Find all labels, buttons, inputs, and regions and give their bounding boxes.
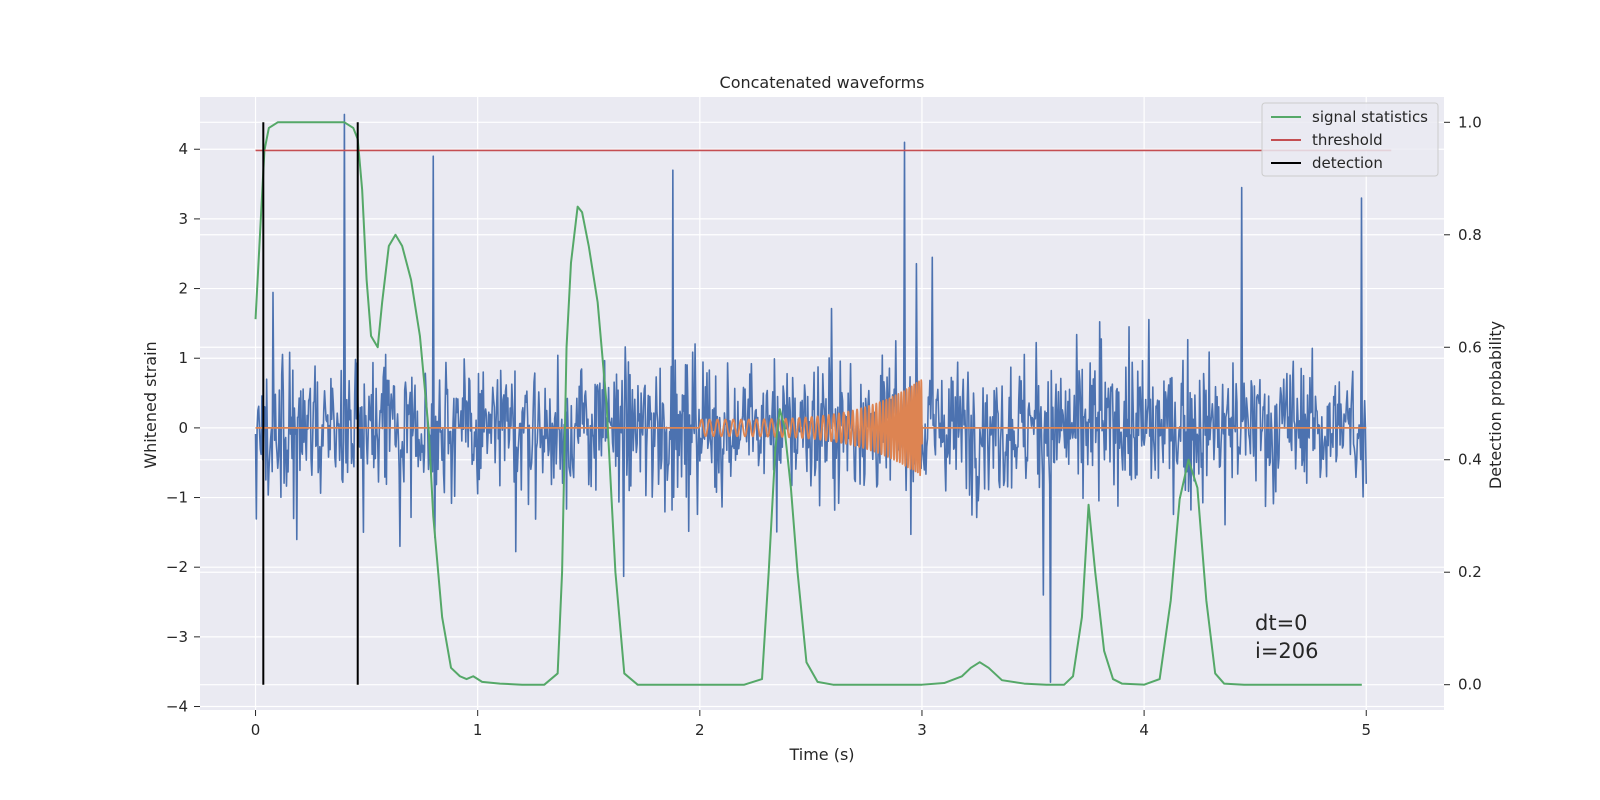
y-tick-label: 1: [178, 349, 188, 367]
x-tick-label: 2: [695, 721, 705, 739]
x-tick-label: 3: [917, 721, 927, 739]
y-right-tick-label: 1.0: [1458, 113, 1482, 131]
x-tick-label: 5: [1361, 721, 1371, 739]
y-tick-label: −3: [166, 628, 188, 646]
y-right-tick-label: 0.2: [1458, 563, 1482, 581]
legend-label-threshold: threshold: [1312, 131, 1383, 149]
y-tick-label: 3: [178, 210, 188, 228]
x-axis-title: Time (s): [788, 745, 854, 764]
legend: signal statistics threshold detection: [1262, 103, 1438, 176]
y-tick-label: 0: [178, 419, 188, 437]
y-right-tick-label: 0.4: [1458, 451, 1482, 469]
chart-title: Concatenated waveforms: [720, 73, 925, 92]
y-tick-label: −2: [166, 558, 188, 576]
x-tick-label: 4: [1139, 721, 1149, 739]
y-tick-label: −1: [166, 489, 188, 507]
y-tick-label: −4: [166, 698, 188, 716]
legend-label-signal-statistics: signal statistics: [1312, 108, 1428, 126]
x-tick-label: 0: [251, 721, 261, 739]
legend-label-detection: detection: [1312, 154, 1383, 172]
annotation-dt: dt=0: [1255, 611, 1308, 635]
annotation-i: i=206: [1255, 639, 1319, 663]
y-right-tick-label: 0.0: [1458, 676, 1482, 694]
y-right-tick-label: 0.6: [1458, 338, 1482, 356]
chart: 0 1 2 3 4 5 −4 −3 −2 −1 0 1 2 3 4 0.0 0.2 0.4 0.6 0.8 1.0 Co…: [0, 0, 1600, 800]
x-tick-label: 1: [473, 721, 483, 739]
y-axis-right-title: Detection probability: [1486, 321, 1505, 489]
y-tick-label: 2: [178, 280, 188, 298]
y-axis-title: Whitened strain: [141, 341, 160, 468]
y-tick-label: 4: [178, 140, 188, 158]
y-right-tick-label: 0.8: [1458, 226, 1482, 244]
